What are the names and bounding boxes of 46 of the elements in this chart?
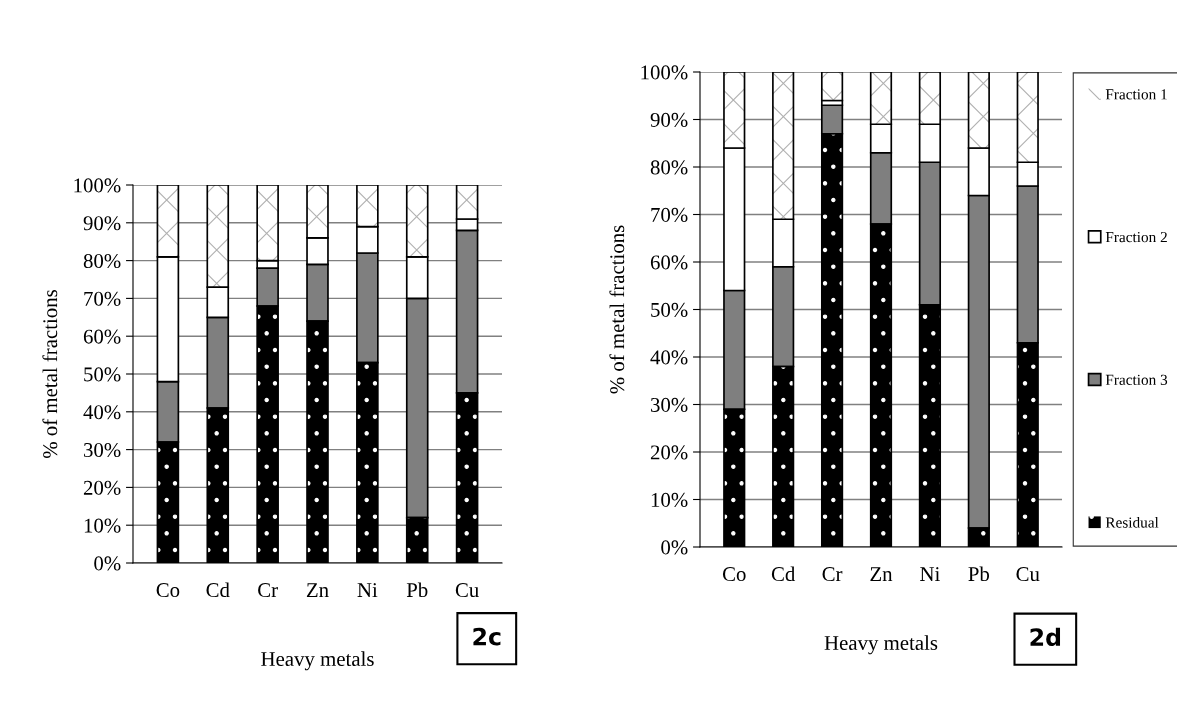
y-tick-label: 80% [83, 253, 121, 269]
text: 2c [473, 627, 501, 646]
y-tick-label: 10% [84, 518, 121, 533]
y-tick-label: 30% [651, 397, 688, 412]
x-tick-label: Co [722, 567, 746, 582]
x-tick-label: Ni [920, 567, 940, 581]
x-tick-label: Pb [406, 582, 428, 598]
x-tick-label: Co [156, 583, 180, 598]
x-tick-label: Cu [1016, 567, 1040, 582]
y-tick-label: 70% [84, 291, 121, 306]
x-tick-label: Cr [258, 583, 278, 598]
legend-label: Fraction 2 [1105, 231, 1167, 243]
x-tick-label: Zn [870, 567, 893, 581]
y-tick-label: 40% [650, 350, 688, 365]
y-tick-label: 100% [641, 65, 688, 80]
x-tick-label: Pb [968, 566, 990, 582]
legend-label: Fraction 3 [1105, 374, 1168, 385]
text: 2d [1030, 627, 1061, 647]
x-tick-label: Ni [357, 583, 378, 597]
y-axis-title: % of metal fractions [42, 290, 58, 459]
y-tick-label: 20% [83, 480, 121, 495]
x-tick-label: Cr [822, 567, 843, 582]
x-tick-label: Cd [206, 582, 230, 598]
x-axis-title: Heavy metals [824, 635, 938, 655]
y-tick-label: 0% [94, 556, 121, 571]
y-tick-label: 100% [74, 178, 121, 193]
y-tick-label: 50% [84, 367, 121, 382]
legend-label: Fraction 1 [1105, 89, 1167, 100]
y-tick-label: 60% [83, 329, 121, 344]
y-tick-label: 30% [84, 442, 121, 458]
y-tick-label: 60% [650, 255, 688, 270]
y-tick-label: 80% [650, 160, 688, 175]
y-tick-label: 70% [651, 207, 688, 222]
y-tick-label: 20% [650, 445, 688, 460]
y-tick-label: 90% [650, 112, 688, 127]
y-tick-label: 0% [661, 540, 688, 555]
x-tick-label: Cd [771, 566, 796, 582]
legend-label: Residual [1105, 516, 1159, 528]
x-tick-label: Cu [455, 583, 479, 598]
y-tick-label: 50% [651, 302, 688, 317]
y-axis-title: % of metal fractions [609, 225, 625, 394]
y-tick-label: 10% [651, 492, 688, 507]
y-tick-label: 40% [83, 405, 121, 420]
y-tick-label: 90% [83, 216, 121, 231]
x-tick-label: Zn [306, 583, 329, 597]
x-axis-title: Heavy metals [261, 651, 374, 671]
